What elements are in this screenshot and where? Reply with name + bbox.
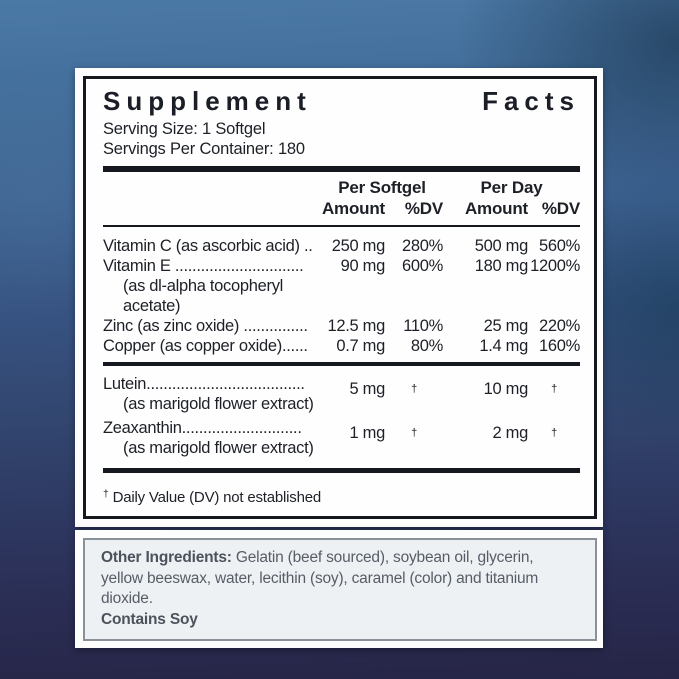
other-ingredients-label: Other Ingredients:: [101, 549, 232, 566]
allergen-statement: Contains Soy: [101, 610, 579, 631]
dv-per-softgel: †: [385, 374, 443, 401]
dv-header-day: %DV: [541, 199, 580, 218]
dv-per-day: 160%: [538, 337, 580, 355]
other-ingredients-text: Gelatin (beef sourced), soybean oil, gly…: [101, 549, 539, 607]
supplement-facts-box: Supplement Facts Serving Size: 1 Softgel…: [83, 76, 597, 519]
other-ingredients-box: Other Ingredients: Gelatin (beef sourced…: [83, 538, 597, 641]
nutrient-source-line: (as marigold flower extract): [123, 439, 314, 457]
thick-rule: [103, 166, 580, 172]
dagger-symbol: †: [103, 488, 109, 500]
dv-header-softgel: %DV: [404, 199, 443, 218]
amount-header-day: Amount: [464, 199, 528, 218]
servings-per-container: Servings Per Container: 180: [103, 140, 305, 158]
contains-soy-text: Contains Soy: [101, 610, 198, 628]
amount-per-softgel: 90 mg: [340, 257, 386, 275]
dv-per-day: 220%: [538, 317, 580, 335]
dv-per-softgel: 600%: [401, 257, 443, 275]
vitamins-minerals-section: Vitamin C (as ascorbic acid) .. 250 mg 2…: [103, 227, 580, 356]
other-ingredients-card: Other Ingredients: Gelatin (beef sourced…: [75, 530, 603, 648]
dagger-symbol: †: [551, 427, 557, 439]
amount-per-day: 10 mg: [483, 380, 529, 398]
dv-per-softgel: 80%: [410, 337, 443, 355]
daily-value-footnote: † Daily Value (DV) not established: [103, 485, 580, 507]
nutrient-source-line: (as marigold flower extract): [123, 395, 314, 413]
amount-per-day: 25 mg: [483, 317, 529, 335]
dv-per-day: 560%: [538, 237, 580, 255]
amount-per-day: 500 mg: [474, 237, 529, 255]
amount-per-softgel: 250 mg: [331, 237, 386, 255]
nutrient-name: Zeaxanthin............................: [103, 419, 302, 437]
other-ingredients-paragraph: Other Ingredients: Gelatin (beef sourced…: [101, 548, 579, 610]
dagger-symbol: †: [551, 383, 557, 395]
column-group-header-row: Per Softgel Per Day: [103, 178, 580, 198]
dv-per-day: 1200%: [530, 257, 580, 275]
footnote-text: Daily Value (DV) not established: [112, 489, 322, 506]
nutrient-name-block: Lutein..................................…: [103, 374, 321, 414]
dagger-symbol: †: [411, 427, 417, 439]
dv-per-softgel: †: [385, 418, 443, 445]
supplement-facts-title: Supplement Facts: [103, 86, 580, 116]
nutrient-name: Lutein..................................…: [103, 375, 305, 393]
table-row: Copper (as copper oxide)...... 0.7 mg 80…: [103, 336, 580, 356]
dv-per-softgel: 110%: [403, 317, 443, 335]
table-row: Vitamin C (as ascorbic acid) .. 250 mg 2…: [103, 236, 580, 256]
dv-per-day: †: [528, 418, 580, 445]
supplement-label-panel: Supplement Facts Serving Size: 1 Softgel…: [75, 68, 603, 648]
dv-per-softgel: 280%: [401, 237, 443, 255]
amount-per-softgel: 0.7 mg: [336, 337, 385, 355]
amount-per-day: 1.4 mg: [479, 337, 528, 355]
carotenoids-section: Lutein..................................…: [103, 374, 580, 458]
amount-per-softgel: 5 mg: [349, 380, 386, 398]
table-row: Lutein..................................…: [103, 374, 580, 414]
table-row: Zeaxanthin............................ (…: [103, 418, 580, 458]
amount-per-day: 180 mg: [474, 257, 529, 275]
column-header-row: Amount %DV Amount %DV: [103, 198, 580, 219]
table-row: Zinc (as zinc oxide) ............... 12.…: [103, 316, 580, 336]
nutrient-name: Vitamin C (as ascorbic acid) ..: [103, 237, 313, 255]
nutrient-source-line: (as dl-alpha tocopheryl: [123, 277, 284, 295]
amount-per-softgel: 12.5 mg: [327, 317, 385, 335]
per-softgel-header: Per Softgel: [338, 178, 426, 197]
nutrient-name: Vitamin E ..............................: [103, 257, 304, 275]
thick-rule: [103, 362, 580, 366]
nutrient-name: Copper (as copper oxide)......: [103, 337, 308, 355]
amount-per-day: 2 mg: [492, 424, 529, 442]
nutrient-name-block: Zeaxanthin............................ (…: [103, 418, 321, 458]
supplement-facts-card: Supplement Facts Serving Size: 1 Softgel…: [75, 68, 603, 527]
amount-per-softgel: 1 mg: [349, 424, 386, 442]
dagger-symbol: †: [411, 383, 417, 395]
nutrient-name: Zinc (as zinc oxide) ...............: [103, 317, 308, 335]
table-row: Vitamin E ..............................…: [103, 256, 580, 316]
thick-rule: [103, 468, 580, 473]
nutrient-source-line: acetate): [123, 297, 181, 315]
per-day-header: Per Day: [480, 178, 543, 197]
thin-rule: [103, 225, 580, 227]
nutrient-name-block: Vitamin E ..............................…: [103, 256, 321, 316]
serving-size: Serving Size: 1 Softgel: [103, 120, 266, 138]
amount-header-softgel: Amount: [321, 199, 385, 218]
dv-per-day: †: [528, 374, 580, 401]
